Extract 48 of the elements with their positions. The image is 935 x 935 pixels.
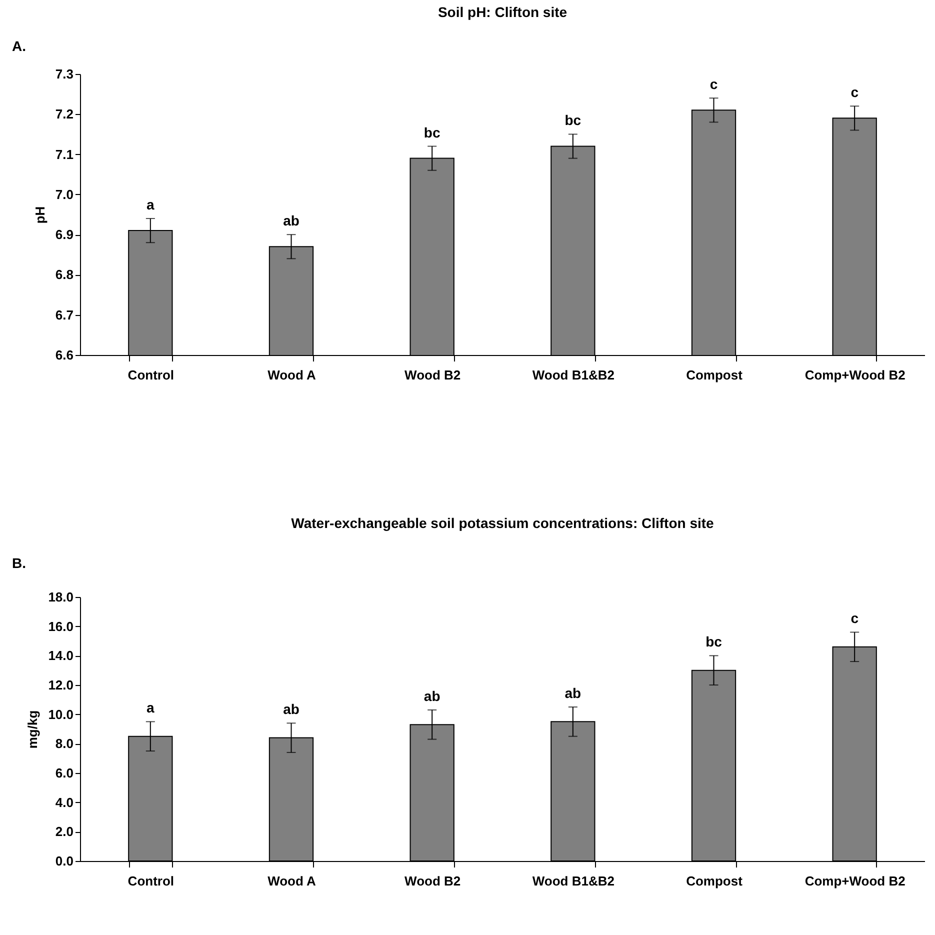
x-tick-label: Wood B2 <box>404 874 461 888</box>
text: A. <box>12 38 26 54</box>
y-tick-label: 7.1 <box>55 146 74 162</box>
x-tick-label: Wood A <box>268 874 317 888</box>
y-tick-label: 8.0 <box>55 736 74 752</box>
x-tick-label: Control <box>128 368 174 382</box>
x-tick-label: Wood B1&B2 <box>532 874 614 888</box>
annotation: bc <box>706 634 722 650</box>
y-axis-title: pH <box>32 206 48 224</box>
y-tick-label: 14.0 <box>48 648 74 664</box>
annotation: c <box>850 84 859 100</box>
annotation: ab <box>564 685 582 701</box>
annotation: ab <box>424 688 440 704</box>
annotation: ab <box>283 701 300 718</box>
annotation: c <box>710 76 718 92</box>
chart-title: Water-exchangeable soil potassium concentrations: Clifton site <box>291 515 714 531</box>
y-tick-label: 7.3 <box>55 66 74 82</box>
text: B. <box>12 555 26 571</box>
annotation: ab <box>283 212 300 229</box>
annotation: a <box>146 196 155 213</box>
y-tick-label: 12.0 <box>48 678 74 692</box>
annotation: c <box>850 610 859 626</box>
y-tick-label: 2.0 <box>55 824 74 840</box>
y-tick-label: 6.8 <box>55 267 74 282</box>
annotation: bc <box>424 124 440 140</box>
y-axis-title: mg/kg <box>25 710 40 749</box>
x-tick-label: Compost <box>686 368 744 382</box>
chart-title: Soil pH: Clifton site <box>438 4 568 20</box>
y-tick-label: 6.7 <box>55 307 74 322</box>
annotation: a <box>146 700 155 716</box>
x-tick-label: Wood B1&B2 <box>532 368 614 382</box>
x-tick-label: Comp+Wood B2 <box>804 368 906 382</box>
y-tick-label: 7.2 <box>55 106 74 122</box>
y-tick-label: 6.9 <box>55 227 74 242</box>
y-tick-label: 10.0 <box>48 706 74 722</box>
y-tick-label: 4.0 <box>55 794 74 810</box>
y-tick-label: 18.0 <box>48 590 74 604</box>
y-tick-label: 16.0 <box>48 618 74 634</box>
x-tick-label: Control <box>128 874 174 888</box>
x-tick-label: Wood A <box>268 368 317 382</box>
y-tick-label: 0.0 <box>55 854 74 868</box>
x-tick-label: Comp+Wood B2 <box>804 874 906 888</box>
x-tick-label: Compost <box>686 874 744 888</box>
annotation: bc <box>564 112 582 128</box>
y-tick-label: 6.0 <box>55 766 74 780</box>
y-tick-label: 6.6 <box>55 348 74 362</box>
x-tick-label: Wood B2 <box>404 368 461 382</box>
y-tick-label: 7.0 <box>55 186 74 202</box>
